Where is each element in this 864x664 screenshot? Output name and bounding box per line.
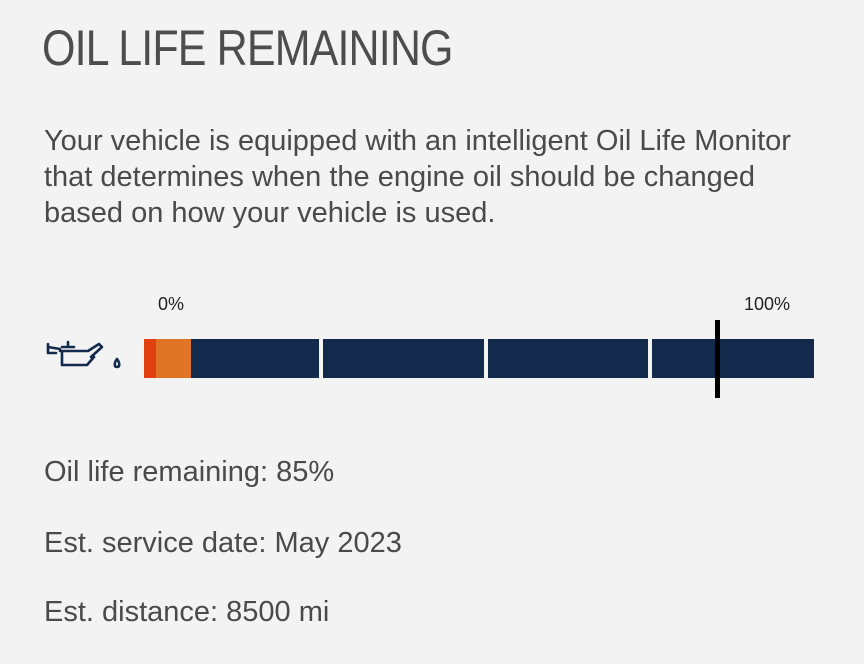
warning-zone xyxy=(156,339,191,378)
bar-segment xyxy=(323,339,484,378)
critical-zone xyxy=(144,339,156,378)
bar-segment xyxy=(488,339,648,378)
bar-segment xyxy=(144,339,319,378)
oil-life-bar xyxy=(144,339,818,378)
oil-life-remaining-text: Oil life remaining: 85% xyxy=(44,456,335,488)
gauge-min-label: 0% xyxy=(158,294,185,314)
oil-can-icon xyxy=(42,339,128,373)
gauge-max-label: 100% xyxy=(744,294,791,314)
service-date-text: Est. service date: May 2023 xyxy=(44,527,402,559)
oil-life-gauge: 0% 100% xyxy=(40,290,830,400)
oil-life-description: Your vehicle is equipped with an intelli… xyxy=(44,125,791,229)
page-title: OIL LIFE REMAINING xyxy=(42,20,453,76)
oil-level-marker xyxy=(714,320,720,398)
bar-segment xyxy=(652,339,814,378)
distance-text: Est. distance: 8500 mi xyxy=(44,596,330,628)
